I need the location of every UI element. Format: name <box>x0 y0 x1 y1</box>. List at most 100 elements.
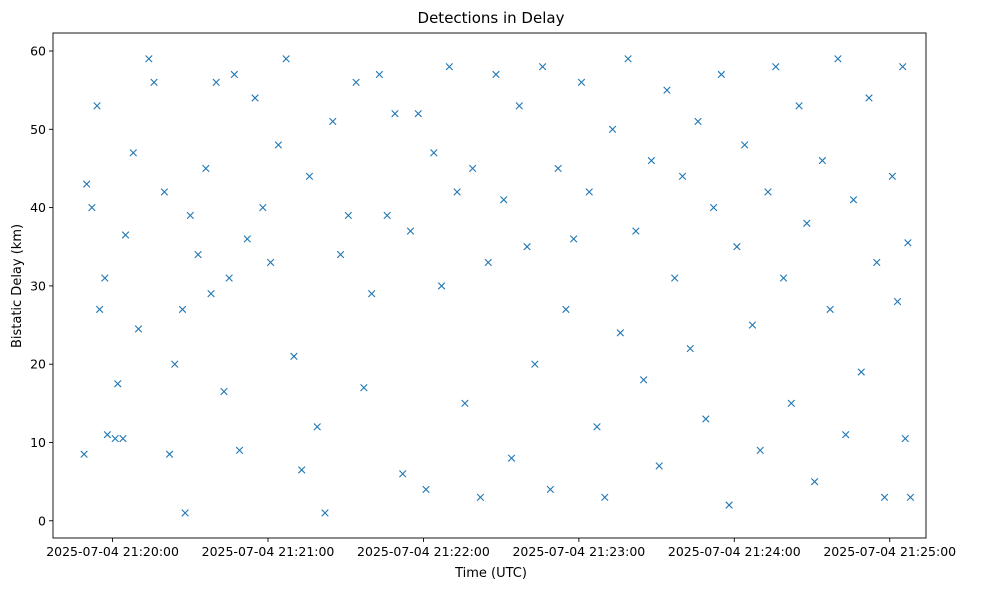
detection-point <box>523 243 531 251</box>
detection-point <box>165 450 174 458</box>
detection-point <box>842 430 850 439</box>
detection-point <box>129 149 137 157</box>
detection-point <box>686 344 694 353</box>
detection-point <box>507 454 516 462</box>
detection-point <box>585 188 593 196</box>
detection-point <box>740 141 749 149</box>
detection-point <box>818 156 827 165</box>
plot-frame <box>52 32 927 539</box>
detection-point <box>725 501 733 509</box>
detection-point <box>647 156 656 165</box>
y-tick-label: 10 <box>30 435 46 450</box>
y-tick-label: 40 <box>30 200 46 215</box>
detection-point <box>383 211 391 220</box>
detection-point <box>329 117 337 126</box>
detection-point <box>888 172 897 180</box>
detection-point <box>111 434 119 443</box>
detection-point <box>251 94 259 102</box>
detection-point <box>834 55 842 63</box>
y-tick-label: 50 <box>30 122 46 137</box>
detection-point <box>772 62 780 71</box>
detection-point <box>145 55 153 63</box>
detection-point <box>873 258 881 267</box>
y-axis-title: Bistatic Delay (km) <box>10 224 25 348</box>
x-tick-label: 2025-07-04 21:20:00 <box>46 544 179 559</box>
detection-point <box>391 109 399 118</box>
detection-point <box>671 274 679 282</box>
detection-point <box>593 423 601 431</box>
x-tick-label: 2025-07-04 21:23:00 <box>512 544 645 559</box>
detection-point <box>225 274 233 282</box>
x-tick-label: 2025-07-04 21:25:00 <box>823 544 956 559</box>
detection-point <box>795 102 803 110</box>
detection-point <box>437 282 446 290</box>
detection-point <box>515 102 523 110</box>
detection-point <box>282 55 290 63</box>
detection-point <box>500 196 508 204</box>
detection-point <box>709 203 718 212</box>
detection-point <box>901 434 909 443</box>
detection-point <box>577 78 586 87</box>
detection-point <box>531 360 539 368</box>
detection-point <box>186 211 194 220</box>
detection-point <box>93 102 101 110</box>
detection-point <box>764 188 772 196</box>
detection-point <box>352 78 360 87</box>
detection-point <box>880 493 889 501</box>
detection-point <box>344 211 353 220</box>
detection-point <box>103 430 112 439</box>
detection-point <box>313 423 321 431</box>
detection-point <box>898 62 907 71</box>
detection-point <box>632 227 640 235</box>
detection-point <box>134 325 143 333</box>
detection-point <box>336 250 345 259</box>
detection-point <box>82 180 91 188</box>
y-tick-label: 0 <box>38 513 46 528</box>
detection-point <box>422 485 430 494</box>
detection-point <box>733 243 741 251</box>
y-tick-label: 60 <box>30 44 46 59</box>
detection-point <box>570 235 578 243</box>
scatter-points <box>80 55 915 517</box>
detection-point <box>810 477 819 486</box>
detection-point <box>290 352 298 361</box>
detection-point <box>414 109 422 118</box>
detection-point <box>297 466 306 474</box>
detection-point <box>101 274 109 282</box>
detection-point <box>702 415 710 423</box>
detection-point <box>865 94 873 102</box>
detection-point <box>406 227 415 235</box>
detection-point <box>194 250 202 259</box>
detection-point <box>121 231 130 239</box>
detection-point <box>202 164 210 173</box>
detection-point <box>546 485 555 494</box>
detection-point <box>212 78 220 87</box>
detection-point <box>461 399 469 408</box>
detection-point <box>305 172 314 180</box>
detection-point <box>601 493 609 501</box>
detection-point <box>95 305 104 314</box>
detection-point <box>748 321 757 329</box>
detection-point <box>114 380 122 388</box>
detection-point <box>150 78 158 87</box>
detection-point <box>181 509 189 517</box>
detection-point <box>274 141 283 149</box>
detection-point <box>906 493 915 501</box>
detection-point <box>360 383 368 392</box>
detection-point <box>375 70 384 79</box>
detection-point <box>787 399 795 408</box>
detection-point <box>171 360 179 368</box>
detection-point <box>849 196 858 204</box>
detection-point <box>492 70 500 79</box>
detection-point <box>476 493 485 501</box>
detection-point <box>717 70 726 79</box>
detection-point <box>453 188 461 196</box>
detection-point <box>484 258 492 267</box>
detection-point <box>562 305 570 314</box>
detection-point <box>230 70 239 79</box>
detection-point <box>235 446 244 454</box>
detection-point <box>468 164 477 173</box>
x-axis-ticks: 2025-07-04 21:20:00 2025-07-04 21:21:00 20… <box>46 538 956 559</box>
detection-point <box>207 290 215 298</box>
